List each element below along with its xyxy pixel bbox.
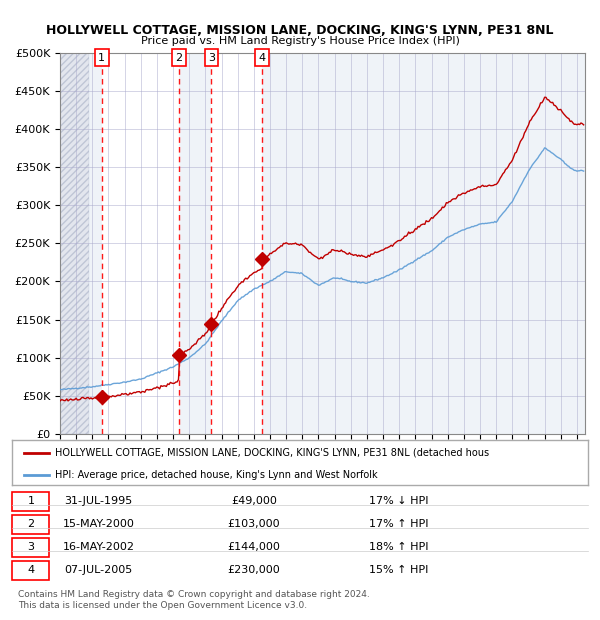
- Text: Price paid vs. HM Land Registry's House Price Index (HPI): Price paid vs. HM Land Registry's House …: [140, 36, 460, 46]
- Text: 1: 1: [28, 497, 35, 507]
- Bar: [101, 53, 179, 434]
- Text: 3: 3: [28, 542, 35, 552]
- Text: 1: 1: [98, 53, 105, 63]
- Text: £144,000: £144,000: [227, 542, 280, 552]
- Text: This data is licensed under the Open Government Licence v3.0.: This data is licensed under the Open Gov…: [18, 601, 307, 611]
- Text: 2: 2: [175, 53, 182, 63]
- Bar: [179, 53, 211, 434]
- Bar: [89, 53, 101, 434]
- Bar: [211, 53, 262, 434]
- Text: 16-MAY-2002: 16-MAY-2002: [62, 542, 134, 552]
- Text: 07-JUL-2005: 07-JUL-2005: [64, 565, 133, 575]
- Bar: [60, 53, 89, 434]
- Text: 4: 4: [28, 565, 35, 575]
- Text: £49,000: £49,000: [231, 497, 277, 507]
- FancyBboxPatch shape: [12, 560, 49, 580]
- Text: HOLLYWELL COTTAGE, MISSION LANE, DOCKING, KING'S LYNN, PE31 8NL: HOLLYWELL COTTAGE, MISSION LANE, DOCKING…: [46, 24, 554, 37]
- Text: Contains HM Land Registry data © Crown copyright and database right 2024.: Contains HM Land Registry data © Crown c…: [18, 590, 370, 600]
- Text: HOLLYWELL COTTAGE, MISSION LANE, DOCKING, KING'S LYNN, PE31 8NL (detached hous: HOLLYWELL COTTAGE, MISSION LANE, DOCKING…: [55, 448, 490, 458]
- FancyBboxPatch shape: [12, 492, 49, 511]
- Text: 2: 2: [28, 520, 35, 529]
- Text: 15% ↑ HPI: 15% ↑ HPI: [369, 565, 428, 575]
- Text: 17% ↓ HPI: 17% ↓ HPI: [369, 497, 428, 507]
- FancyBboxPatch shape: [12, 538, 49, 557]
- Text: £103,000: £103,000: [227, 520, 280, 529]
- Text: 31-JUL-1995: 31-JUL-1995: [64, 497, 133, 507]
- FancyBboxPatch shape: [12, 515, 49, 534]
- Bar: [262, 53, 585, 434]
- Text: 17% ↑ HPI: 17% ↑ HPI: [369, 520, 428, 529]
- Text: 4: 4: [259, 53, 266, 63]
- Text: HPI: Average price, detached house, King's Lynn and West Norfolk: HPI: Average price, detached house, King…: [55, 470, 378, 480]
- Text: 15-MAY-2000: 15-MAY-2000: [62, 520, 134, 529]
- Text: 3: 3: [208, 53, 215, 63]
- Text: £230,000: £230,000: [227, 565, 280, 575]
- Text: 18% ↑ HPI: 18% ↑ HPI: [369, 542, 428, 552]
